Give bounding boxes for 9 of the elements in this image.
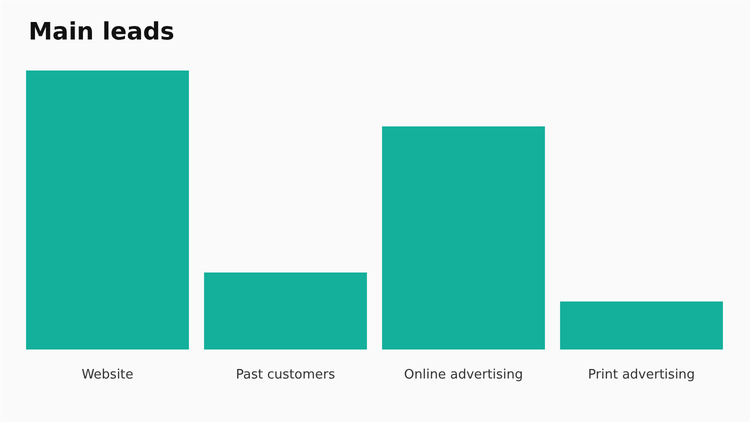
x-tick-label: Past customers bbox=[236, 368, 336, 382]
x-tick-label: Website bbox=[82, 368, 134, 382]
x-tick-label: Print advertising bbox=[588, 368, 695, 382]
bar bbox=[382, 126, 545, 350]
bar bbox=[560, 302, 723, 350]
x-tick-label: Online advertising bbox=[404, 368, 523, 382]
bar bbox=[204, 272, 367, 350]
chart-title: Main leads bbox=[28, 18, 174, 46]
bar bbox=[26, 70, 189, 350]
